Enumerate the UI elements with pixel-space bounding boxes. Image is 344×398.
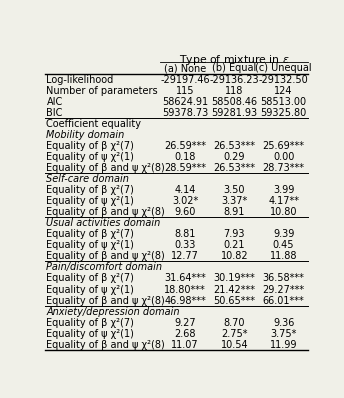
Text: AIC: AIC — [46, 97, 63, 107]
Text: Self-care domain: Self-care domain — [46, 174, 129, 184]
Text: -29132.50: -29132.50 — [259, 75, 309, 85]
Text: Mobility domain: Mobility domain — [46, 130, 125, 140]
Text: 11.99: 11.99 — [270, 340, 297, 350]
Text: 8.91: 8.91 — [224, 207, 245, 217]
Text: 29.27***: 29.27*** — [262, 285, 305, 295]
Text: (a) None: (a) None — [164, 63, 206, 73]
Text: 9.60: 9.60 — [174, 207, 196, 217]
Text: 3.99: 3.99 — [273, 185, 294, 195]
Text: 2.75*: 2.75* — [221, 329, 248, 339]
Text: Equality of β and ψ χ²(8): Equality of β and ψ χ²(8) — [46, 207, 165, 217]
Text: 26.59***: 26.59*** — [164, 141, 206, 151]
Text: 58508.46: 58508.46 — [211, 97, 257, 107]
Text: -29136.23: -29136.23 — [209, 75, 259, 85]
Text: 9.39: 9.39 — [273, 229, 294, 239]
Text: Equality of ψ χ²(1): Equality of ψ χ²(1) — [46, 329, 135, 339]
Text: Equality of ψ χ²(1): Equality of ψ χ²(1) — [46, 196, 135, 206]
Text: Equality of ψ χ²(1): Equality of ψ χ²(1) — [46, 152, 135, 162]
Text: 8.70: 8.70 — [224, 318, 245, 328]
Text: 0.33: 0.33 — [174, 240, 196, 250]
Text: 3.75*: 3.75* — [270, 329, 297, 339]
Text: Coefficient equality: Coefficient equality — [46, 119, 141, 129]
Text: 8.81: 8.81 — [174, 229, 196, 239]
Text: (b) Equal: (b) Equal — [212, 63, 256, 73]
Text: BIC: BIC — [46, 108, 63, 118]
Text: 4.14: 4.14 — [174, 185, 196, 195]
Text: Equality of β and ψ χ²(8): Equality of β and ψ χ²(8) — [46, 296, 165, 306]
Text: 2.68: 2.68 — [174, 329, 196, 339]
Text: 9.36: 9.36 — [273, 318, 294, 328]
Text: -29197.46: -29197.46 — [160, 75, 210, 85]
Text: 46.98***: 46.98*** — [164, 296, 206, 306]
Text: Usual activities domain: Usual activities domain — [46, 219, 161, 228]
Text: 3.50: 3.50 — [224, 185, 245, 195]
Text: (c) Unequal: (c) Unequal — [255, 63, 312, 73]
Text: Equality of β χ²(7): Equality of β χ²(7) — [46, 318, 135, 328]
Text: 10.80: 10.80 — [270, 207, 297, 217]
Text: 59281.93: 59281.93 — [211, 108, 257, 118]
Text: Number of parameters: Number of parameters — [46, 86, 158, 96]
Text: 28.73***: 28.73*** — [262, 163, 304, 173]
Text: 50.65***: 50.65*** — [213, 296, 255, 306]
Text: 26.53***: 26.53*** — [213, 163, 255, 173]
Text: 124: 124 — [275, 86, 293, 96]
Text: 66.01***: 66.01*** — [263, 296, 304, 306]
Text: 3.02*: 3.02* — [172, 196, 198, 206]
Text: 9.27: 9.27 — [174, 318, 196, 328]
Text: 0.45: 0.45 — [273, 240, 294, 250]
Text: Equality of β and ψ χ²(8): Equality of β and ψ χ²(8) — [46, 340, 165, 350]
Text: 28.59***: 28.59*** — [164, 163, 206, 173]
Text: 58624.91: 58624.91 — [162, 97, 208, 107]
Text: Equality of ψ χ²(1): Equality of ψ χ²(1) — [46, 240, 135, 250]
Text: 21.42***: 21.42*** — [213, 285, 255, 295]
Text: 25.69***: 25.69*** — [262, 141, 304, 151]
Text: 10.54: 10.54 — [221, 340, 248, 350]
Text: 11.88: 11.88 — [270, 252, 297, 261]
Text: 31.64***: 31.64*** — [164, 273, 206, 283]
Text: Equality of β χ²(7): Equality of β χ²(7) — [46, 141, 135, 151]
Text: 11.07: 11.07 — [171, 340, 199, 350]
Text: Equality of β χ²(7): Equality of β χ²(7) — [46, 229, 135, 239]
Text: 0.29: 0.29 — [224, 152, 245, 162]
Text: 30.19***: 30.19*** — [213, 273, 255, 283]
Text: Anxiety/depression domain: Anxiety/depression domain — [46, 306, 180, 316]
Text: 58513.00: 58513.00 — [260, 97, 307, 107]
Text: 26.53***: 26.53*** — [213, 141, 255, 151]
Text: Equality of β and ψ χ²(8): Equality of β and ψ χ²(8) — [46, 163, 165, 173]
Text: Pain/discomfort domain: Pain/discomfort domain — [46, 262, 162, 273]
Text: 3.37*: 3.37* — [221, 196, 247, 206]
Text: 118: 118 — [225, 86, 244, 96]
Text: Equality of β χ²(7): Equality of β χ²(7) — [46, 273, 135, 283]
Text: 0.18: 0.18 — [174, 152, 196, 162]
Text: Equality of β χ²(7): Equality of β χ²(7) — [46, 185, 135, 195]
Text: 59325.80: 59325.80 — [260, 108, 307, 118]
Text: Log-likelihood: Log-likelihood — [46, 75, 114, 85]
Text: Equality of ψ χ²(1): Equality of ψ χ²(1) — [46, 285, 135, 295]
Text: 18.80***: 18.80*** — [164, 285, 206, 295]
Text: 115: 115 — [176, 86, 194, 96]
Text: 0.21: 0.21 — [224, 240, 245, 250]
Text: Equality of β and ψ χ²(8): Equality of β and ψ χ²(8) — [46, 252, 165, 261]
Text: Type of mixture in $\varepsilon$: Type of mixture in $\varepsilon$ — [179, 53, 290, 67]
Text: 10.82: 10.82 — [221, 252, 248, 261]
Text: 4.17**: 4.17** — [268, 196, 299, 206]
Text: 59378.73: 59378.73 — [162, 108, 208, 118]
Text: 7.93: 7.93 — [224, 229, 245, 239]
Text: 12.77: 12.77 — [171, 252, 199, 261]
Text: 36.58***: 36.58*** — [263, 273, 304, 283]
Text: 0.00: 0.00 — [273, 152, 294, 162]
